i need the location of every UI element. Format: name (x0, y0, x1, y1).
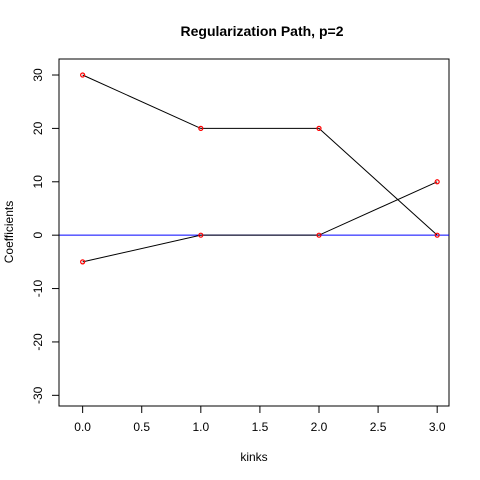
series-layer (82, 74, 438, 263)
x-tick-label: 3.0 (429, 420, 446, 434)
series-2-point (316, 232, 322, 238)
x-tick-label: 0.5 (133, 420, 150, 434)
y-tick-label: 10 (31, 175, 45, 189)
y-tick-label: 0 (31, 232, 45, 239)
x-tick-label: 1.5 (252, 420, 269, 434)
series-1-point (434, 232, 440, 238)
points-layer (80, 72, 440, 265)
series-2-point (80, 259, 86, 265)
x-tick-label: 2.0 (311, 420, 328, 434)
y-axis-label: Coefficients (2, 201, 16, 263)
series-2-point (434, 179, 440, 185)
y-axis: -30 -20 -10 0 10 20 30 (31, 68, 60, 404)
x-tick-label: 2.5 (370, 420, 387, 434)
plot-frame (58, 58, 450, 407)
x-axis-label: kinks (240, 450, 267, 464)
series-1-point (80, 72, 86, 78)
series-line-1 (82, 74, 438, 236)
x-tick-label: 0.0 (74, 420, 91, 434)
series-line-2 (82, 181, 438, 263)
series-1-point (316, 125, 322, 131)
x-tick-label: 1.0 (192, 420, 209, 434)
y-tick-label: -20 (31, 333, 45, 351)
y-tick-label: -30 (31, 386, 45, 404)
y-tick-label: 20 (31, 121, 45, 135)
series-1-point (198, 125, 204, 131)
y-tick-label: 30 (31, 68, 45, 82)
y-tick-label: -10 (31, 280, 45, 298)
chart-title: Regularization Path, p=2 (181, 23, 344, 39)
x-axis: 0.0 0.5 1.0 1.5 2.0 2.5 3.0 (74, 405, 446, 434)
series-2-point (198, 232, 204, 238)
